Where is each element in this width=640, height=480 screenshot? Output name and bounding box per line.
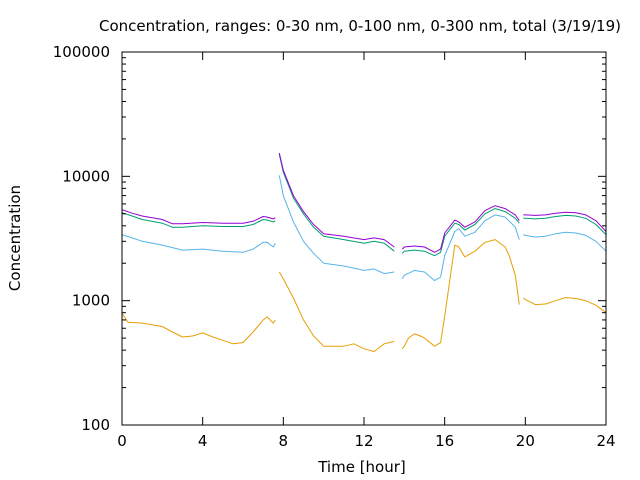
y-tick-label: 1000	[72, 292, 110, 310]
y-axis-label: Concentration	[6, 185, 24, 291]
series-3-line	[523, 214, 607, 235]
series-3-line	[278, 154, 395, 252]
series-3-line	[121, 212, 276, 228]
series-4-line	[121, 209, 276, 225]
x-tick-label: 4	[198, 432, 208, 450]
x-tick-label: 8	[279, 432, 289, 450]
series-1-line	[278, 271, 395, 352]
series-1-line	[401, 239, 520, 350]
chart-title: Concentration, ranges: 0-30 nm, 0-100 nm…	[99, 17, 621, 35]
series-1-line	[121, 313, 276, 345]
x-tick-label: 24	[596, 432, 615, 450]
y-axis: 100 1000 10000 100000	[53, 43, 606, 434]
series-4-line	[523, 211, 607, 232]
series-2-line	[121, 234, 276, 253]
series-1-line	[522, 297, 607, 314]
series-3-line	[401, 208, 520, 257]
y-tick-label: 10000	[62, 167, 110, 185]
plot-lines	[121, 152, 607, 352]
x-tick-label: 12	[354, 432, 373, 450]
series-4-line	[278, 152, 395, 248]
x-tick-label: 0	[117, 432, 127, 450]
series-2-line	[278, 175, 395, 275]
x-axis: 0 4 8 12 16 20 24	[117, 52, 616, 450]
x-tick-label: 20	[516, 432, 535, 450]
x-tick-label: 16	[435, 432, 454, 450]
series-2-line	[401, 214, 520, 282]
series-2-line	[523, 231, 607, 252]
x-axis-label: Time [hour]	[317, 458, 406, 476]
series-4-line	[401, 205, 520, 253]
y-tick-label: 100	[81, 416, 110, 434]
y-tick-label: 100000	[53, 43, 110, 61]
plot-frame	[121, 51, 607, 426]
